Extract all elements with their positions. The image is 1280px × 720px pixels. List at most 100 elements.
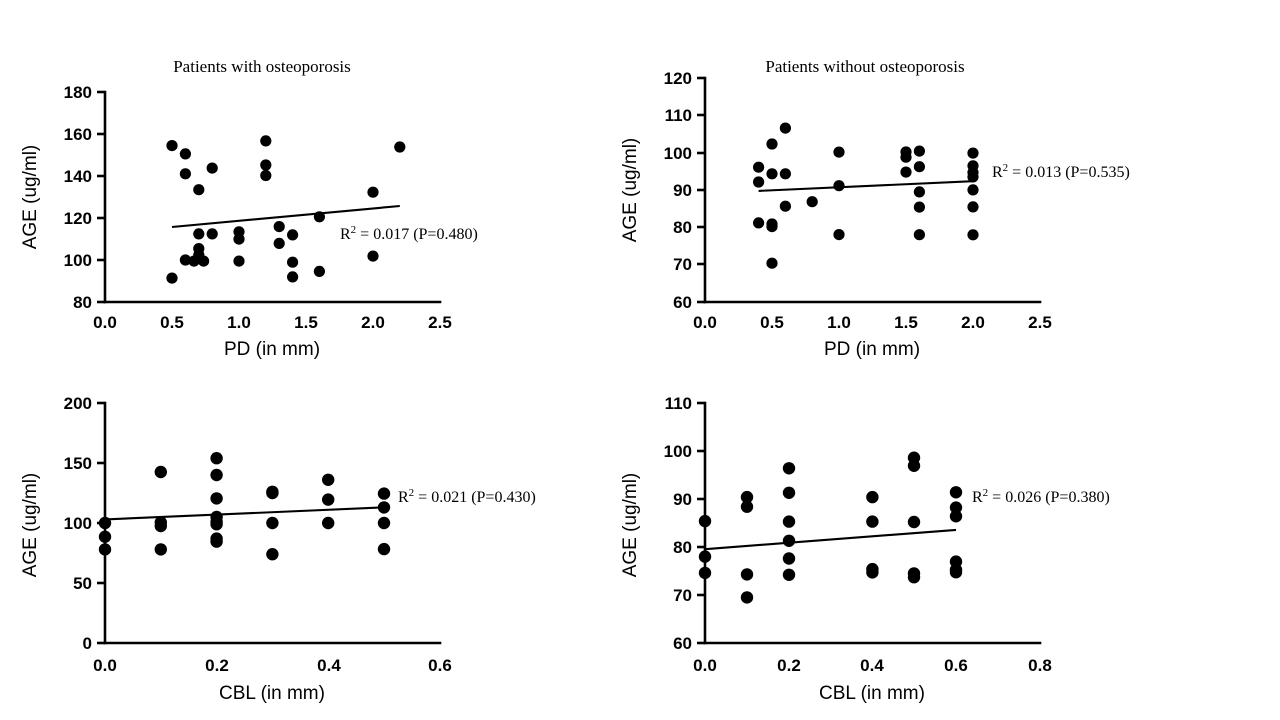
data-point xyxy=(949,501,963,514)
data-point xyxy=(913,229,925,241)
y-axis-group: 80 100 120 140 160 180 AGE (ug/ml) xyxy=(20,83,107,312)
regression-line xyxy=(171,204,400,229)
r-value: = 0.026 (P=0.380) xyxy=(988,489,1110,506)
y-axis-title: AGE (ug/ml) xyxy=(620,138,641,243)
data-point xyxy=(913,161,925,173)
y-axis-title: AGE (ug/ml) xyxy=(620,473,641,578)
data-point xyxy=(900,166,912,178)
regression-line xyxy=(104,506,385,521)
data-point xyxy=(367,250,379,262)
r-squared-annotation: R2 = 0.017 (P=0.480) xyxy=(340,224,478,243)
x-tick-label: 0.6 xyxy=(944,656,968,675)
regression-line xyxy=(758,180,974,192)
r-squared-annotation: R2 = 0.021 (P=0.430) xyxy=(398,487,536,506)
data-point xyxy=(210,518,223,531)
y-axis-ticks xyxy=(697,76,705,304)
data-point xyxy=(907,459,921,472)
data-point xyxy=(766,257,778,269)
panel-pd-with-osteoporosis: Patients with osteoporosis 80 100 120 14… xyxy=(0,40,560,380)
x-tick-label: 0.5 xyxy=(760,313,784,332)
y-tick-label: 60 xyxy=(673,293,692,312)
data-point xyxy=(377,516,391,530)
data-point xyxy=(166,272,178,284)
data-point xyxy=(188,255,200,267)
data-point xyxy=(210,535,223,548)
data-point xyxy=(779,168,791,180)
r-exponent: 2 xyxy=(1003,162,1009,174)
data-point xyxy=(753,161,765,173)
data-point xyxy=(287,229,299,241)
data-point xyxy=(782,462,796,475)
data-point xyxy=(206,162,218,174)
data-point xyxy=(322,493,335,506)
x-tick-label: 0.0 xyxy=(693,313,717,332)
panel-title: Patients without osteoporosis xyxy=(765,57,964,76)
x-axis-title: CBL (in mm) xyxy=(819,683,925,704)
x-tick-label: 1.0 xyxy=(227,313,251,332)
y-axis-group: 60 70 80 90 100 110 120 AGE (ug/ml) xyxy=(620,69,707,312)
data-point xyxy=(198,255,210,267)
data-point xyxy=(740,490,754,504)
data-point xyxy=(907,515,921,529)
data-point xyxy=(313,265,325,277)
x-tick-label: 2.5 xyxy=(428,313,452,332)
x-axis-title: CBL (in mm) xyxy=(219,683,325,704)
y-tick-label: 60 xyxy=(673,634,692,653)
data-point xyxy=(273,237,285,249)
data-point xyxy=(193,228,205,240)
x-tick-label: 1.0 xyxy=(827,313,851,332)
data-point xyxy=(766,138,778,150)
data-point xyxy=(233,233,245,245)
data-point xyxy=(949,486,963,499)
r-symbol: R xyxy=(340,226,351,243)
data-point xyxy=(740,591,754,604)
y-tick-label: 50 xyxy=(73,574,92,593)
data-point xyxy=(698,514,712,528)
data-point xyxy=(740,500,754,513)
x-tick-label: 2.5 xyxy=(1028,313,1052,332)
data-point xyxy=(154,465,167,479)
y-tick-label: 70 xyxy=(673,255,692,274)
data-point xyxy=(913,145,925,157)
data-point xyxy=(266,516,279,530)
y-tick-label: 90 xyxy=(673,490,692,509)
plot-title-group: Patients with osteoporosis xyxy=(173,57,351,76)
y-tick-label: 100 xyxy=(664,442,692,461)
x-tick-label: 1.5 xyxy=(294,313,318,332)
data-point xyxy=(766,168,778,180)
data-point xyxy=(866,515,879,528)
x-tick-label: 0.4 xyxy=(860,656,884,675)
data-point xyxy=(166,140,178,152)
data-point xyxy=(949,510,963,523)
y-tick-label: 80 xyxy=(673,538,692,557)
data-point xyxy=(833,229,845,241)
data-points-group xyxy=(698,451,963,604)
data-point xyxy=(782,515,796,528)
data-point xyxy=(266,548,279,561)
data-point xyxy=(322,516,335,530)
data-point xyxy=(833,146,845,158)
data-point xyxy=(806,196,818,208)
r-value: = 0.013 (P=0.535) xyxy=(1008,164,1130,181)
y-tick-label: 200 xyxy=(64,394,92,413)
panel-title: Patients with osteoporosis xyxy=(173,57,351,76)
r-value: = 0.017 (P=0.480) xyxy=(356,226,478,243)
data-point xyxy=(210,468,223,482)
data-point xyxy=(782,534,796,547)
r-squared-annotation: R2 = 0.013 (P=0.535) xyxy=(992,162,1130,181)
data-points-group xyxy=(98,452,391,561)
panel-cbl-without-osteoporosis: 60 70 80 90 100 110 AGE (ug/ml) 0.0 0.2 … xyxy=(600,385,1160,720)
data-point xyxy=(260,135,272,147)
y-tick-label: 110 xyxy=(665,394,692,413)
y-tick-label: 80 xyxy=(673,218,692,237)
data-point xyxy=(98,530,112,543)
x-tick-label: 0.0 xyxy=(693,656,717,675)
data-point xyxy=(377,487,391,500)
data-point xyxy=(210,492,223,505)
scatter-plot-pd-with-osteoporosis: Patients with osteoporosis 80 100 120 14… xyxy=(20,57,478,360)
data-point xyxy=(210,452,223,465)
data-point xyxy=(322,473,335,486)
data-point xyxy=(377,501,391,514)
y-tick-label: 180 xyxy=(64,83,92,102)
data-point xyxy=(866,490,879,504)
